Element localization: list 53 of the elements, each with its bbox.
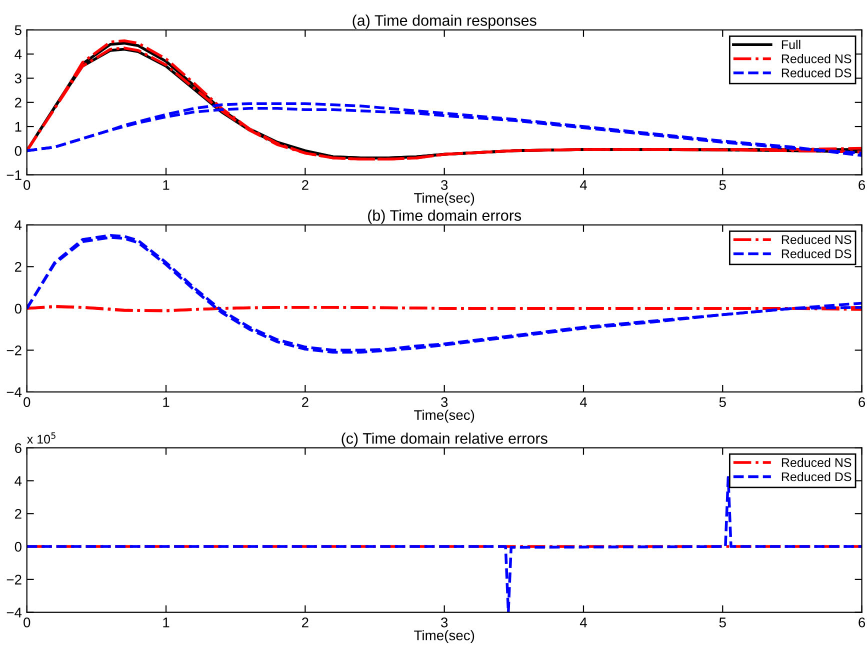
x-tick-label: 1 <box>163 397 170 407</box>
x-tick-label: 2 <box>302 618 308 628</box>
x-tick-label: 1 <box>163 180 170 190</box>
y-tick-label: 0 <box>14 304 22 314</box>
y-tick-label: 2 <box>14 508 22 519</box>
y-tick-label: −1 <box>6 170 22 180</box>
x-axis-title: Time(sec) <box>414 630 474 644</box>
y-tick-label: 4 <box>14 476 22 486</box>
x-tick-label: 6 <box>858 397 866 408</box>
x-tick-label: 2 <box>302 397 308 407</box>
y-tick-label: 4 <box>14 220 22 230</box>
y-tick-label: 0 <box>14 542 22 552</box>
legend-label: Reduced DS <box>782 249 852 258</box>
x-tick-label: 0 <box>24 397 30 408</box>
x-tick-label: 4 <box>580 180 587 190</box>
y-tick-label: 0 <box>14 146 22 156</box>
y-tick-label: 3 <box>14 74 22 84</box>
y-tick-label: 6 <box>15 443 22 454</box>
legend-label: Reduced NS <box>782 458 852 468</box>
text: x 10$^{5}$ <box>27 432 56 444</box>
legend-label: Reduced NS <box>782 234 852 244</box>
legend-label: Reduced DS <box>782 472 852 482</box>
x-axis-title: Time(sec) <box>414 192 474 206</box>
chart-title: (b) Time domain errors <box>368 210 522 224</box>
y-tick-label: −2 <box>6 574 22 584</box>
x-tick-label: 6 <box>858 618 866 628</box>
x-tick-label: 4 <box>580 618 587 628</box>
x-tick-label: 4 <box>580 397 587 407</box>
legend-label: Reduced DS <box>782 68 852 78</box>
chart-title: (a) Time domain responses <box>352 14 536 29</box>
y-tick-label: 2 <box>14 98 22 108</box>
y-tick-label: −4 <box>6 387 22 397</box>
x-tick-label: 5 <box>719 618 726 628</box>
x-tick-label: 0 <box>24 618 30 628</box>
y-tick-label: 5 <box>14 25 22 36</box>
x-tick-label: 3 <box>441 397 448 408</box>
y-tick-label: 2 <box>14 262 22 272</box>
chart-title: (c) Time domain relative errors <box>342 432 548 447</box>
y-tick-label: 1 <box>15 122 22 132</box>
legend-label: Full <box>782 40 800 50</box>
x-tick-label: 5 <box>719 397 726 408</box>
x-tick-label: 6 <box>858 180 866 190</box>
x-tick-label: 0 <box>24 180 30 190</box>
x-axis-title: Time(sec) <box>414 410 474 423</box>
y-tick-label: −4 <box>6 608 22 618</box>
x-tick-label: 5 <box>719 180 726 190</box>
legend-label: Reduced NS <box>782 54 852 64</box>
y-tick-label: −2 <box>6 346 22 356</box>
x-tick-label: 3 <box>441 180 448 190</box>
y-tick-label: 4 <box>14 50 22 60</box>
x-tick-label: 1 <box>163 618 170 628</box>
x-tick-label: 2 <box>302 180 308 190</box>
x-tick-label: 3 <box>441 618 448 628</box>
